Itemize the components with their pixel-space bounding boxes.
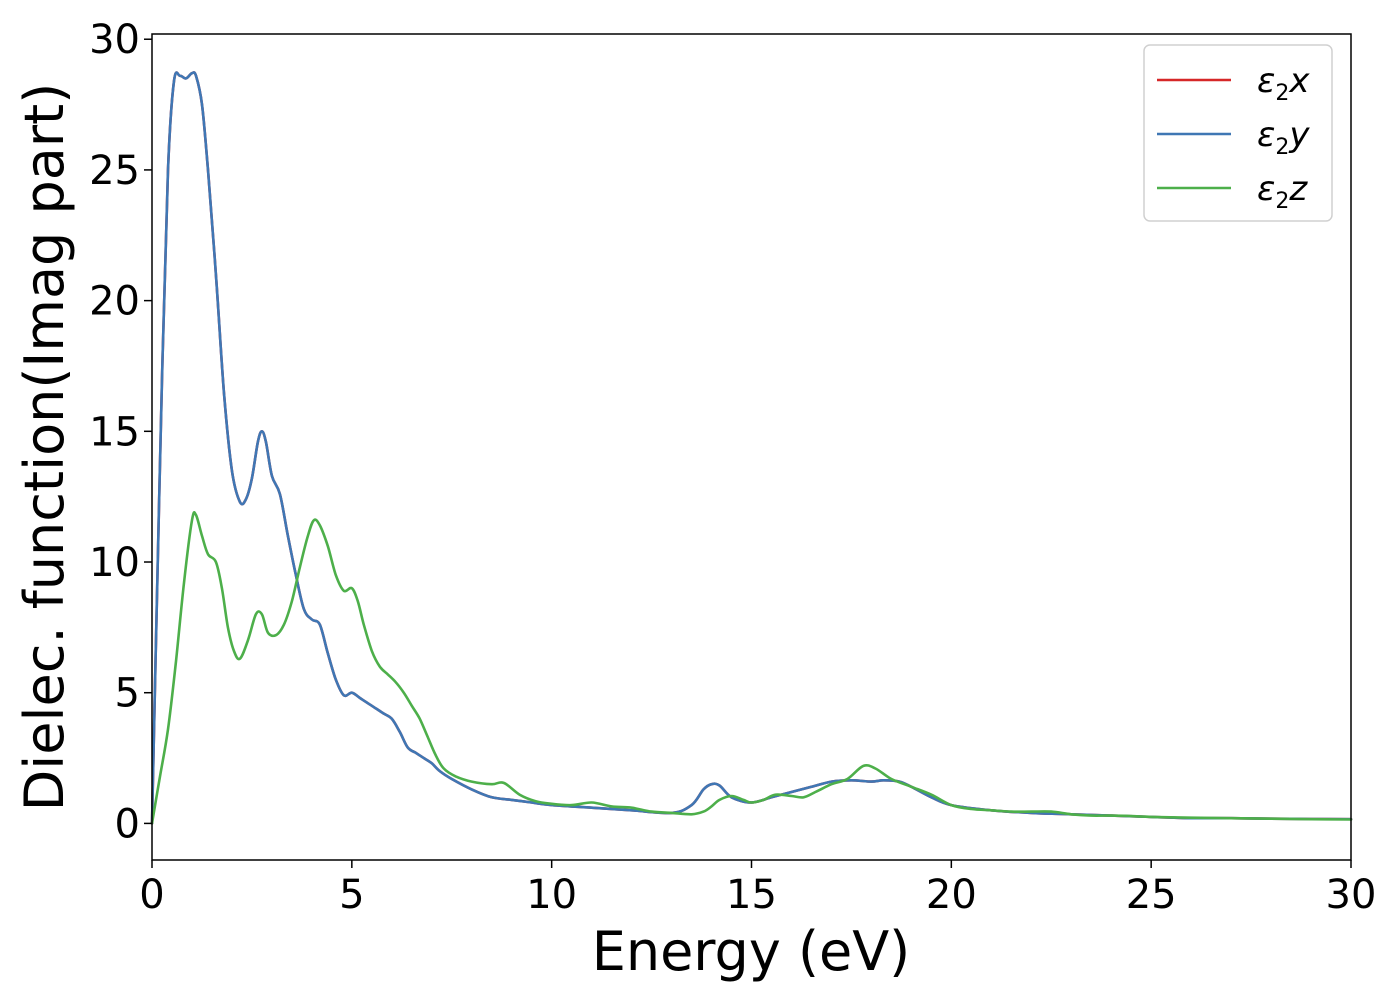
y-tick-label: 10 xyxy=(89,540,140,586)
legend-box xyxy=(1143,44,1333,222)
y-tick-label: 25 xyxy=(89,148,140,194)
x-tick-label: 15 xyxy=(726,872,777,918)
x-axis-label: Energy (eV) xyxy=(592,920,911,983)
y-tick-label: 15 xyxy=(89,409,140,455)
x-axis: 0 5 10 15 20 25 30 xyxy=(139,860,1376,918)
series-line-z xyxy=(150,511,1353,825)
x-tick-label: 0 xyxy=(139,872,164,918)
x-tick-label: 20 xyxy=(926,872,977,918)
y-axis: 0 5 10 15 20 25 30 xyxy=(89,17,152,847)
plot-series xyxy=(150,71,1353,825)
y-tick-label: 30 xyxy=(89,17,140,63)
legend-label-z: ε2z xyxy=(1257,169,1308,214)
x-tick-label: 25 xyxy=(1126,872,1177,918)
x-tick-label: 10 xyxy=(526,872,577,918)
x-tick-label: 30 xyxy=(1326,872,1377,918)
legend-label-x: ε2x xyxy=(1257,61,1310,106)
y-tick-label: 5 xyxy=(115,671,140,717)
legend-label-y: ε2y xyxy=(1257,115,1310,160)
legend: ε2x ε2y ε2z xyxy=(1143,44,1333,222)
y-axis-label: Dielec. function(Imag part) xyxy=(13,83,76,812)
x-tick-label: 5 xyxy=(339,872,364,918)
y-tick-label: 0 xyxy=(115,801,140,847)
y-tick-label: 20 xyxy=(89,279,140,325)
